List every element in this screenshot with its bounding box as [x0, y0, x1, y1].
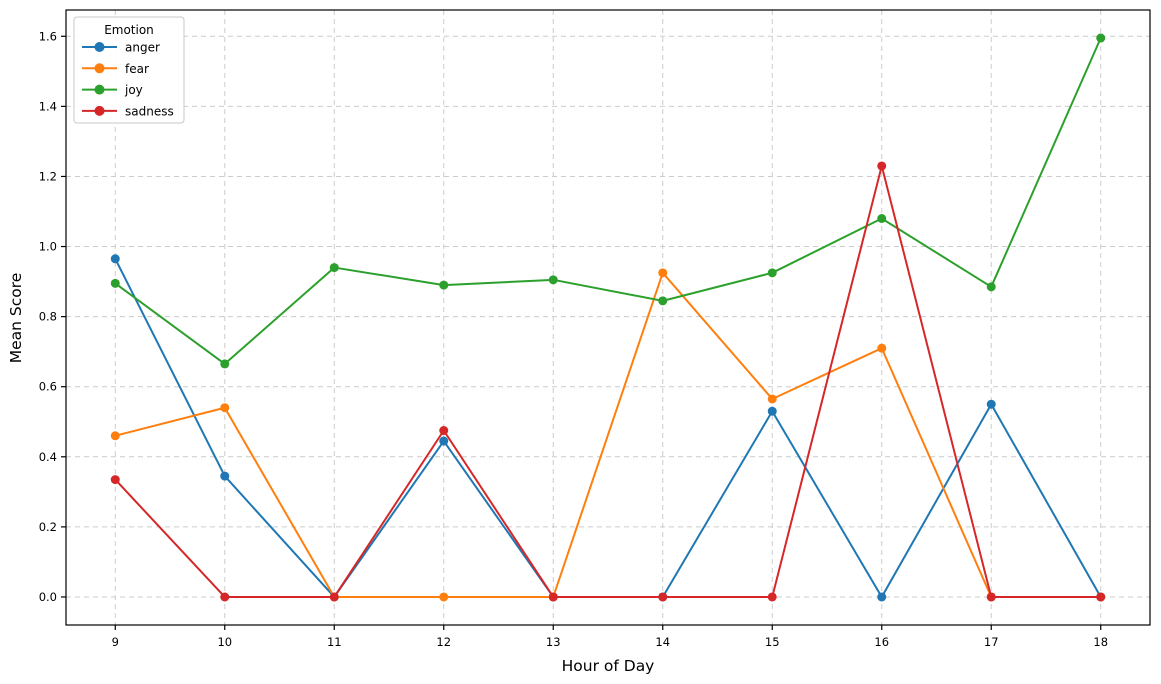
- y-tick-label: 1.2: [39, 169, 57, 183]
- series-sadness-marker: [1096, 592, 1106, 602]
- series-sadness-marker: [548, 592, 558, 602]
- x-tick-label: 15: [765, 635, 780, 649]
- legend: Emotion anger fear joy sadness: [73, 16, 185, 124]
- series-joy-marker: [658, 296, 668, 306]
- series-anger-marker: [220, 471, 230, 481]
- series-sadness-line: [114, 164, 1101, 598]
- series-sadness-marker: [329, 592, 339, 602]
- series-anger-marker: [877, 592, 887, 602]
- tick-layer: 0.0 0.2 0.4 0.6 0.8 1.0 1.2 1.4 1.6 9 10 11 12 13 14 15…: [39, 29, 1108, 649]
- series-joy-marker: [220, 359, 230, 369]
- legend-anger-marker: [94, 42, 105, 52]
- series-anger-line: [114, 258, 1102, 598]
- series-sadness-marker: [877, 161, 887, 171]
- x-tick-label: 17: [984, 635, 999, 649]
- series-joy-marker: [110, 278, 120, 288]
- series-sadness-marker: [767, 592, 777, 602]
- series-fear-marker: [877, 343, 887, 353]
- series-fear-line: [115, 271, 1101, 598]
- series-sadness-marker: [220, 592, 230, 602]
- series-sadness-marker: [439, 426, 449, 436]
- series-fear-marker: [767, 394, 777, 404]
- y-tick-label: 0.2: [39, 520, 57, 534]
- series-fear-marker: [439, 592, 449, 602]
- x-tick-label: 16: [874, 635, 889, 649]
- x-tick-label: 10: [217, 635, 232, 649]
- grid-layer: [66, 10, 1150, 625]
- legend-fear-marker: [94, 63, 105, 74]
- y-tick-label: 0.4: [39, 450, 57, 464]
- series-fear-marker: [110, 431, 120, 441]
- legend-title: Emotion: [104, 23, 154, 37]
- x-tick-label: 9: [112, 635, 119, 649]
- y-tick-label: 1.0: [39, 240, 57, 254]
- series-joy-marker: [877, 214, 887, 224]
- series-fear-marker: [220, 403, 230, 413]
- y-axis-label: Mean Score: [7, 273, 25, 364]
- x-tick-label: 14: [655, 635, 670, 649]
- y-tick-label: 1.4: [39, 99, 57, 113]
- x-tick-label: 12: [436, 635, 451, 649]
- series-joy-marker: [1096, 33, 1106, 43]
- y-tick-label: 1.6: [39, 29, 57, 43]
- series-sadness-marker: [110, 475, 120, 485]
- plot-border: [65, 9, 1151, 626]
- series-joy-marker: [986, 282, 996, 292]
- x-tick-label: 18: [1093, 635, 1108, 649]
- series-anger-marker: [110, 254, 120, 264]
- legend-sadness-marker: [94, 105, 105, 116]
- y-tick-label: 0.0: [39, 590, 57, 604]
- x-tick-label: 13: [546, 635, 561, 649]
- y-tick-label: 0.6: [39, 380, 57, 394]
- series-joy-marker: [439, 280, 449, 290]
- legend-joy-marker: [94, 84, 105, 95]
- series-joy-marker: [767, 268, 777, 278]
- series-joy-marker: [548, 275, 558, 285]
- legend-sadness-label: sadness: [125, 104, 174, 118]
- series-joy-line: [114, 37, 1102, 365]
- legend-anger-label: anger: [125, 41, 160, 55]
- x-tick-label: 11: [327, 635, 342, 649]
- y-tick-label: 0.8: [39, 310, 57, 324]
- legend-joy-label: joy: [124, 83, 143, 97]
- series-sadness-marker: [658, 592, 668, 602]
- series-fear-marker: [658, 268, 668, 278]
- series-anger-marker: [439, 436, 449, 446]
- series-sadness-marker: [986, 592, 996, 602]
- series-layer: [110, 33, 1106, 602]
- legend-fear-label: fear: [125, 62, 149, 76]
- series-anger-marker: [767, 406, 777, 416]
- series-joy-marker: [329, 263, 339, 273]
- series-anger-marker: [986, 399, 996, 409]
- x-axis-label: Hour of Day: [562, 657, 655, 675]
